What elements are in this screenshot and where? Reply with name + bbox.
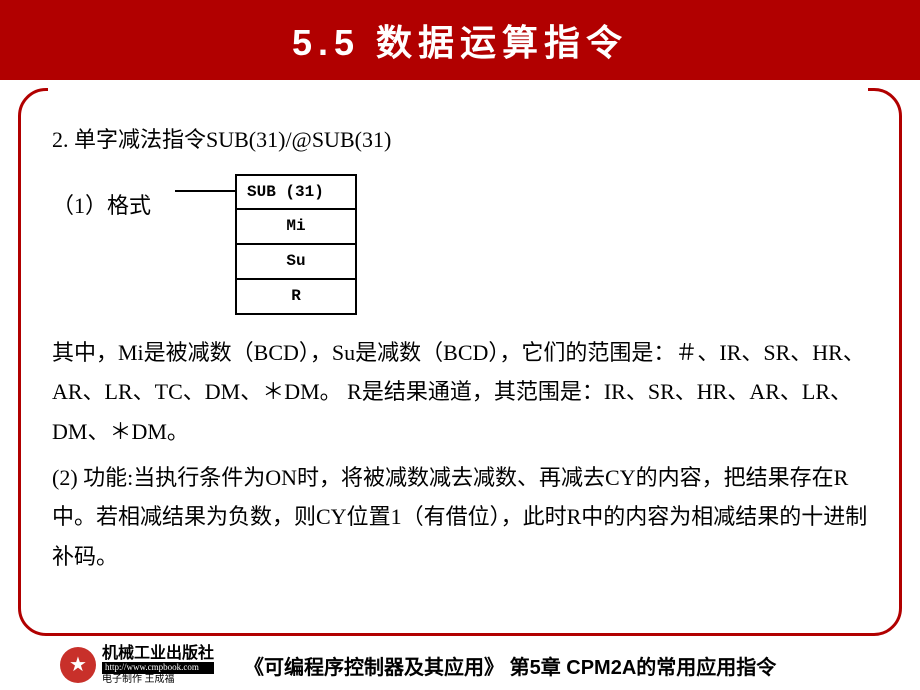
star-icon: ★ <box>69 652 87 677</box>
section-heading: 2. 单字减法指令SUB(31)/@SUB(31) <box>52 120 872 160</box>
content-area: 2. 单字减法指令SUB(31)/@SUB(31) （1）格式 SUB (31)… <box>52 120 872 576</box>
page-title: 5.5 数据运算指令 <box>292 14 628 66</box>
diagram-connector <box>175 190 235 192</box>
publisher-url: http://www.cmpbook.com <box>102 662 214 674</box>
cell-mi: Mi <box>236 209 356 244</box>
publisher-name: 机械工业出版社 <box>102 645 214 663</box>
footer-book-info: 《可编程序控制器及其应用》 第5章 CPM2A的常用应用指令 <box>244 651 776 680</box>
format-label: （1）格式 <box>52 174 151 226</box>
footer: ★ 机械工业出版社 http://www.cmpbook.com 电子制作 王成… <box>0 640 920 690</box>
gear-icon: ★ <box>60 647 96 683</box>
format-row: （1）格式 SUB (31) Mi Su R <box>52 174 872 315</box>
instruction-table: SUB (31) Mi Su R <box>235 174 357 315</box>
credit-line: 电子制作 王成福 <box>102 674 214 685</box>
instruction-diagram: SUB (31) Mi Su R <box>175 174 357 315</box>
paragraph-2: (2) 功能:当执行条件为ON时，将被减数减去减数、再减去CY的内容，把结果存在… <box>52 458 872 577</box>
frame-gap <box>48 84 868 94</box>
cell-sub: SUB (31) <box>236 175 356 210</box>
logo-text-block: 机械工业出版社 http://www.cmpbook.com 电子制作 王成福 <box>102 645 214 685</box>
publisher-logo: ★ 机械工业出版社 http://www.cmpbook.com 电子制作 王成… <box>60 645 214 685</box>
cell-r: R <box>236 279 356 314</box>
paragraph-1: 其中，Mi是被减数（BCD），Su是减数（BCD），它们的范围是：＃、IR、SR… <box>52 333 872 452</box>
cell-su: Su <box>236 244 356 279</box>
title-bar: 5.5 数据运算指令 <box>0 0 920 80</box>
